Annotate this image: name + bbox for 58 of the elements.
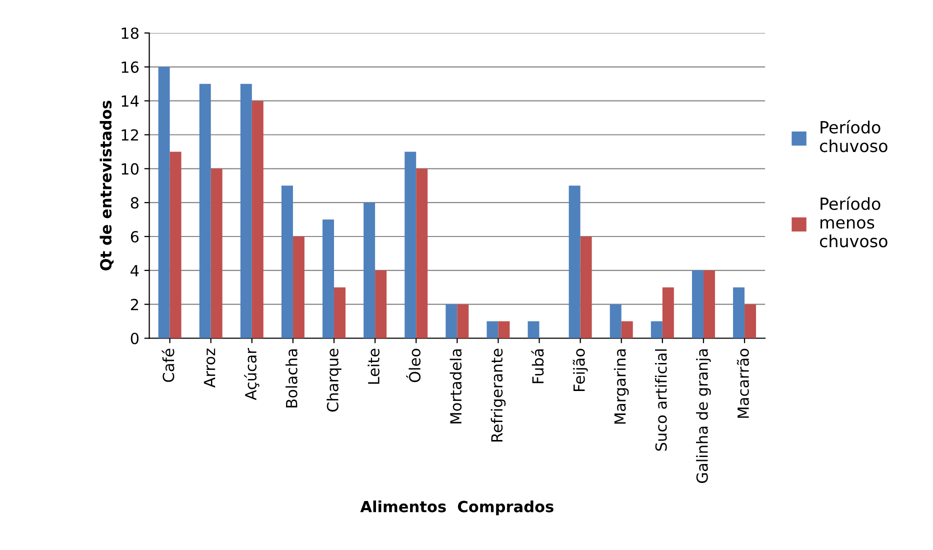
bar <box>568 186 580 338</box>
y-tick-label: 8 <box>130 197 139 209</box>
x-tick-label: Bolacha <box>286 349 298 408</box>
legend-label: Período chuvoso <box>820 120 888 152</box>
bar <box>292 236 304 338</box>
bar <box>199 84 211 338</box>
bar <box>252 100 264 338</box>
x-tick-label: Macarrão <box>736 348 749 418</box>
x-tick-label: Feijão <box>572 348 588 392</box>
x-axis-title: Alimentos Comprados <box>360 500 554 516</box>
x-tick-label: Galinha de granja <box>696 349 711 483</box>
bar <box>621 321 633 338</box>
y-tick-label: 0 <box>130 332 139 344</box>
bar <box>498 321 510 338</box>
bar <box>364 202 376 338</box>
bar <box>240 84 252 338</box>
bar <box>210 168 222 338</box>
y-tick-label: 10 <box>122 163 139 175</box>
bar <box>322 220 334 338</box>
bar <box>692 270 704 338</box>
y-tick-label: 2 <box>130 298 138 310</box>
x-tick-label: Suco artificial <box>655 349 667 451</box>
x-tick-label: Fubá <box>531 349 544 384</box>
legend-label: Período menos chuvoso <box>820 196 888 248</box>
bar <box>486 321 498 338</box>
x-tick-label: Arroz <box>204 348 216 388</box>
x-tick-label: Óleo <box>406 348 421 382</box>
x-tick-label: Açúcar <box>244 348 260 400</box>
bar <box>580 236 592 338</box>
bar <box>650 321 662 338</box>
x-tick-label: Refrigerante <box>490 348 506 442</box>
bar <box>662 287 674 338</box>
x-tick-label: Mortadela <box>450 349 462 424</box>
bar <box>528 321 540 338</box>
x-tick-label: Leite <box>368 348 380 384</box>
bar <box>446 304 458 338</box>
x-tick-label: Margarina <box>614 349 629 424</box>
y-tick-label: 18 <box>122 27 139 40</box>
bar <box>610 304 622 338</box>
x-tick-label: Charque <box>326 348 342 412</box>
bar <box>416 168 428 338</box>
bar <box>703 270 715 338</box>
y-axis-title: Qt de entrevistados <box>100 100 114 270</box>
y-tick-label: 12 <box>122 129 138 141</box>
x-tick-label: Café <box>162 348 174 382</box>
bar <box>158 66 170 338</box>
bar <box>404 152 416 338</box>
y-tick-label: 6 <box>130 230 139 243</box>
bar <box>334 287 346 338</box>
y-tick-label: 4 <box>130 265 139 276</box>
bar <box>170 152 182 338</box>
bar <box>457 304 469 338</box>
bar <box>733 287 745 338</box>
y-tick-label: 16 <box>122 61 139 73</box>
bar <box>281 186 293 338</box>
bar <box>744 304 756 338</box>
bar <box>375 270 387 338</box>
y-tick-label: 14 <box>122 96 139 107</box>
